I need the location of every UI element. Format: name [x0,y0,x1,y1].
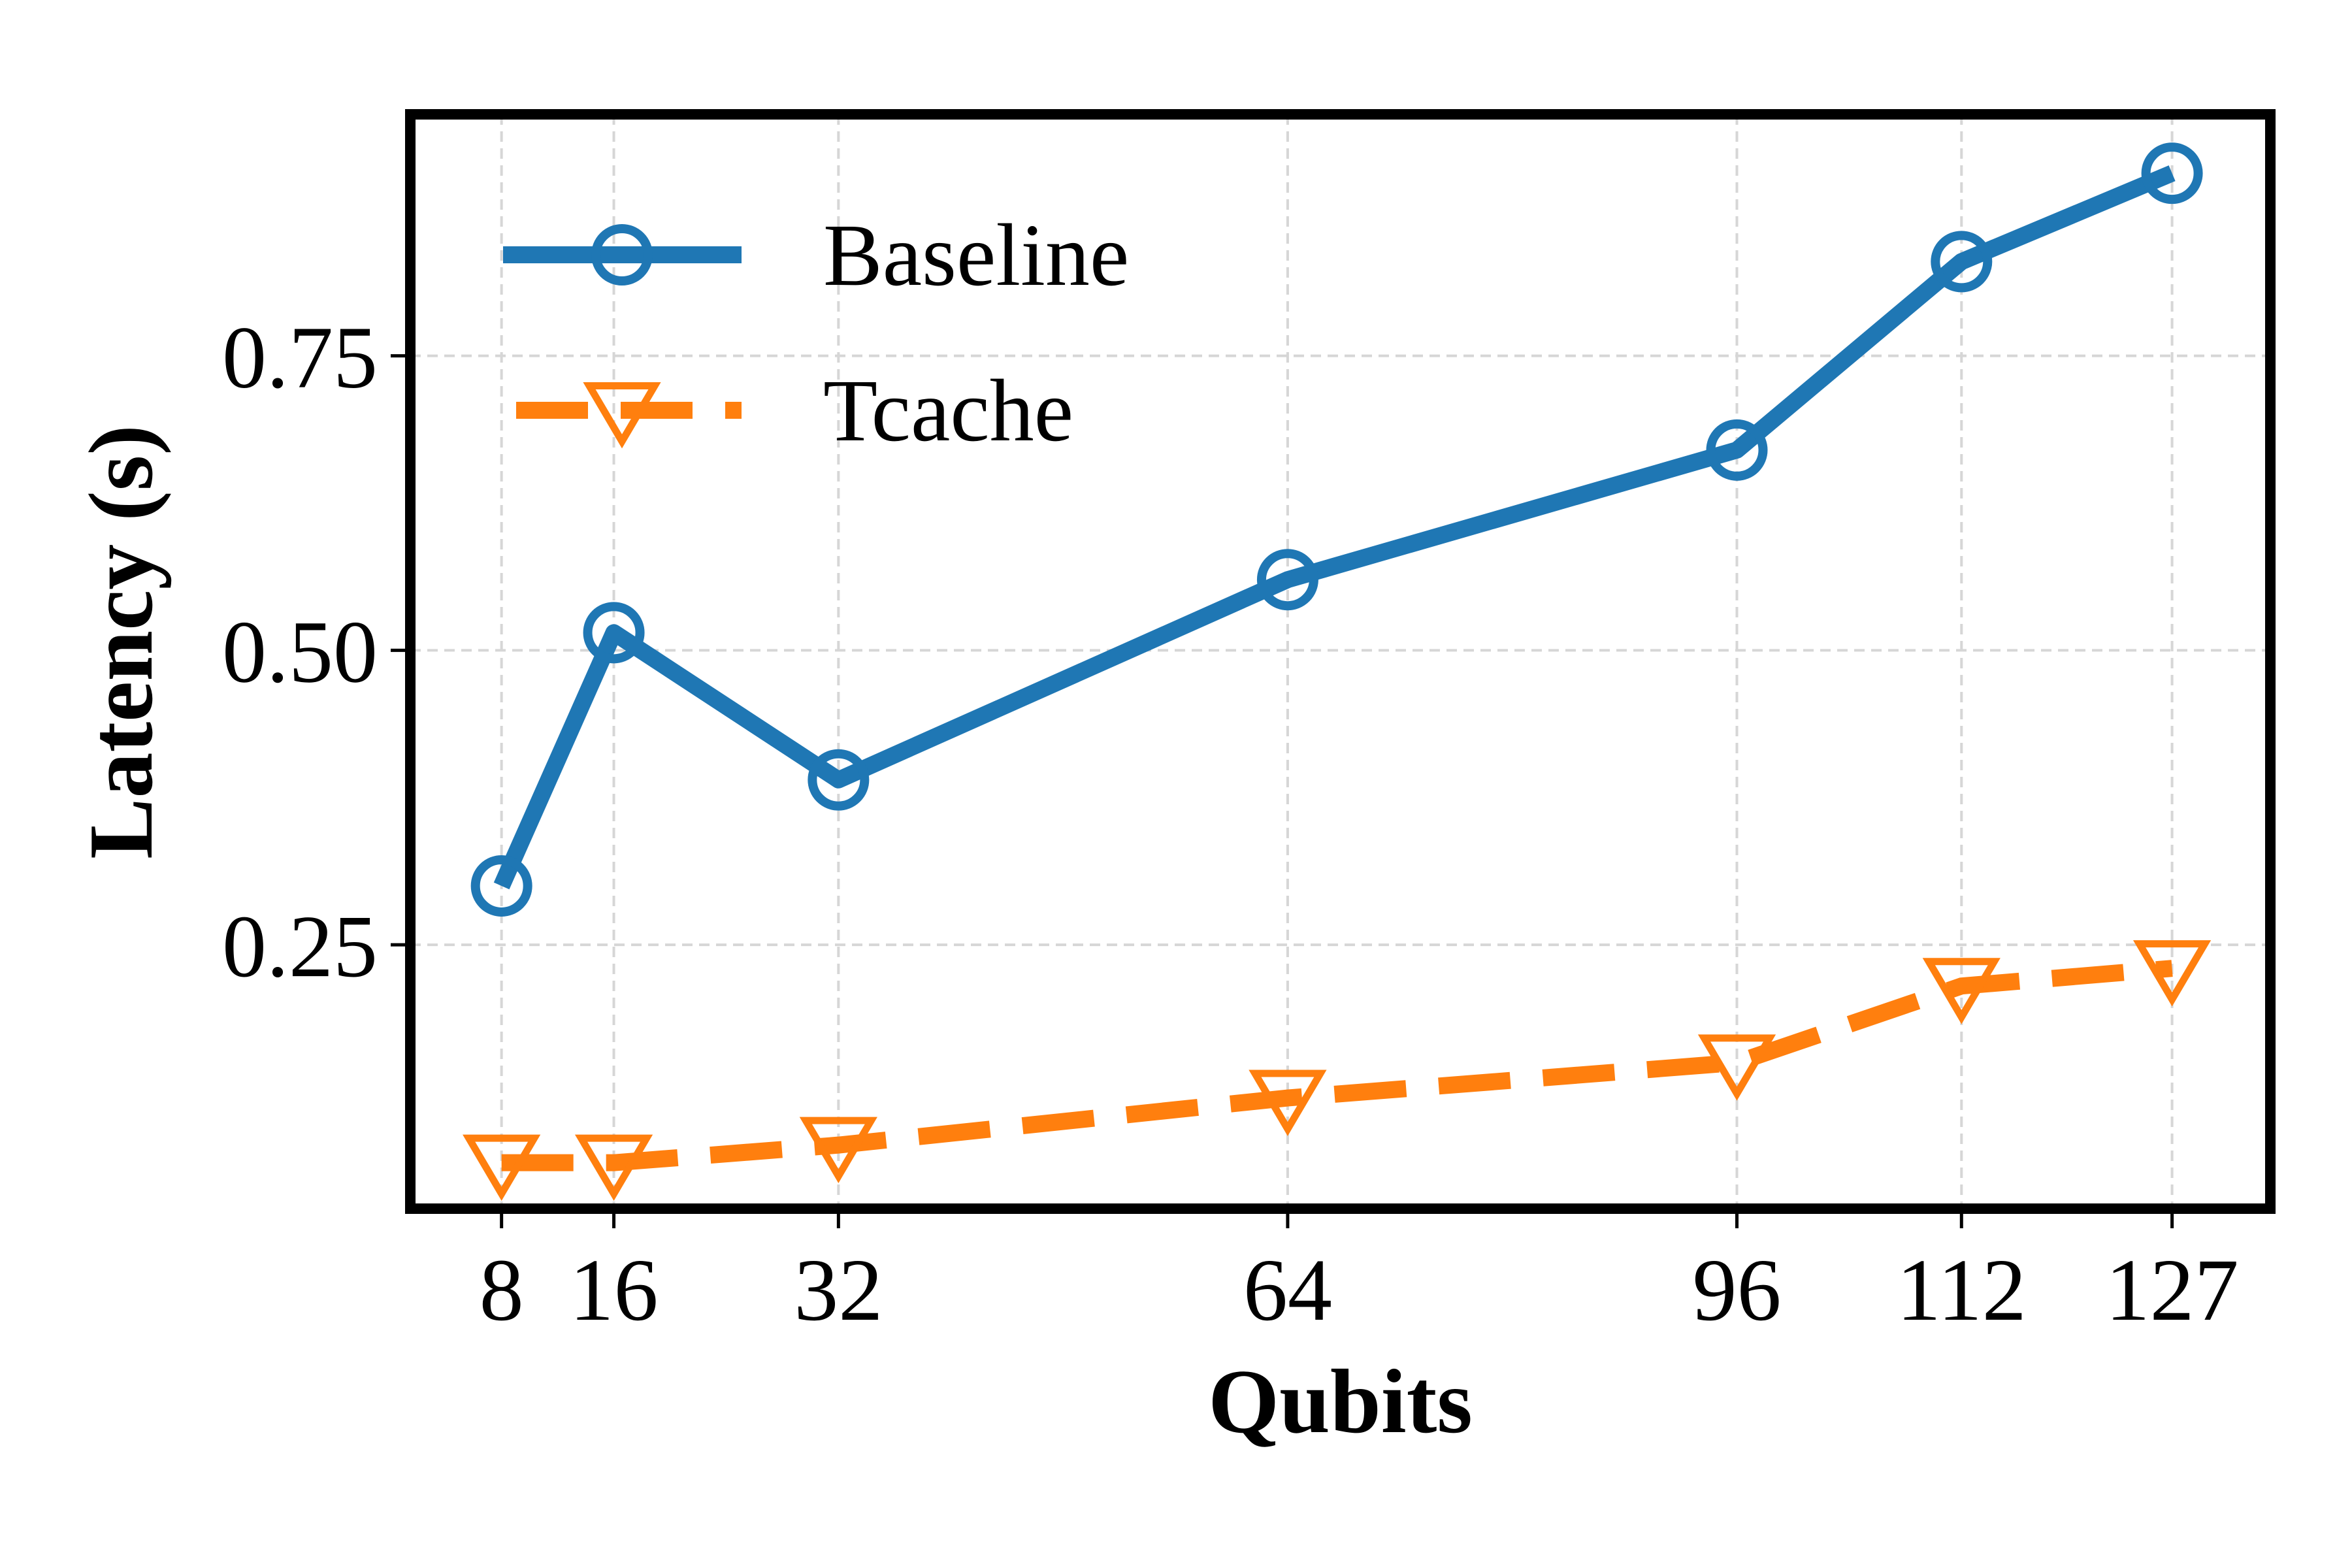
legend-item-baseline: Baseline [503,206,1129,304]
x-tick-label: 16 [570,1241,659,1339]
x-axis-title: Qubits [1208,1351,1473,1452]
y-tick-label: 0.50 [222,603,378,701]
data-point [1922,958,2001,1024]
data-point [463,1134,541,1201]
x-axis-ticks: 8 16 32 64 96 112 127 [480,1214,2239,1339]
y-axis-title: Latency (s) [71,425,172,859]
series-baseline [470,142,2203,917]
data-point [583,602,645,664]
data-point [470,855,532,917]
legend-label: Baseline [823,206,1129,304]
y-tick-label: 0.75 [222,309,378,407]
x-tick-label: 96 [1693,1241,1782,1339]
data-point [2132,940,2212,1007]
y-axis-ticks: 0.25 0.50 0.75 [222,309,405,996]
x-tick-label: 32 [794,1241,883,1339]
x-tick-label: 64 [1243,1241,1332,1339]
series-tcache [463,940,2212,1201]
series-line-baseline [493,165,2176,890]
data-point [1931,231,1993,293]
x-tick-label: 112 [1897,1241,2027,1339]
legend-label: Tcache [823,362,1073,460]
y-tick-label: 0.25 [222,898,378,996]
legend-marker [583,382,661,449]
data-point [799,1117,877,1183]
x-tick-label: 127 [2106,1241,2239,1339]
legend-item-tcache: Tcache [516,362,1073,460]
data-point [1697,1034,1776,1101]
data-point [1249,1070,1327,1136]
data-point [574,1134,653,1201]
data-point [2141,142,2203,204]
x-tick-label: 8 [480,1241,524,1339]
plot-frame [405,109,2276,1214]
data-point [1706,419,1768,481]
data-point [808,749,870,811]
data-point [1256,549,1318,611]
legend-marker [591,224,653,286]
series-layer [463,142,2212,1201]
legend: Baseline Tcache [503,206,1129,460]
series-line-tcache [501,960,2173,1171]
grid-lines [410,114,2270,1209]
